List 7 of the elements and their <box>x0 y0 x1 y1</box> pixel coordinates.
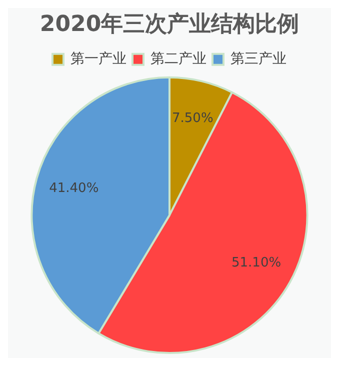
chart-title: 2020年三次产业结构比例 <box>40 10 300 37</box>
legend-label: 第一产业 <box>70 51 126 68</box>
legend-label: 第三产业 <box>230 51 286 68</box>
data-label: 51.10% <box>232 256 282 271</box>
legend-label: 第二产业 <box>150 51 206 68</box>
data-label: 41.40% <box>49 181 99 196</box>
data-label: 7.50% <box>172 111 214 126</box>
